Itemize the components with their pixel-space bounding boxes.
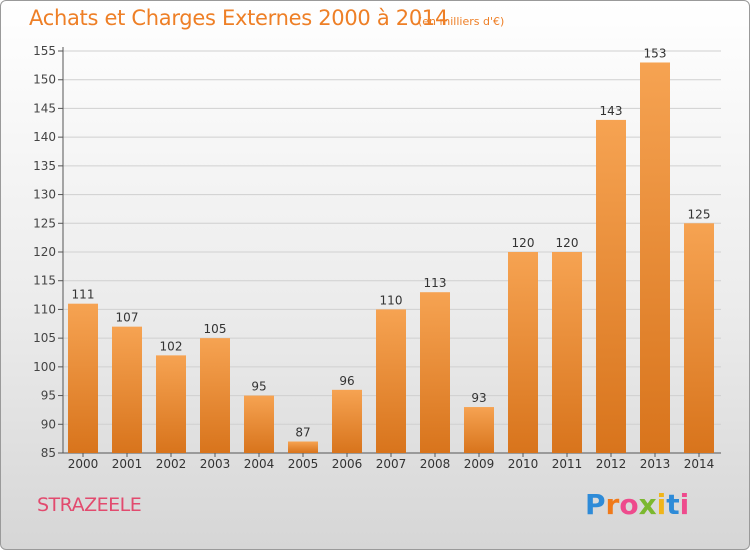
- y-tick-label: 140: [33, 130, 56, 144]
- bar: [420, 292, 450, 453]
- data-label: 107: [116, 311, 139, 325]
- x-tick-label: 2009: [464, 457, 495, 471]
- bar: [640, 62, 670, 453]
- y-tick-label: 90: [41, 417, 56, 431]
- logo-letter: o: [619, 488, 639, 521]
- data-label: 153: [644, 46, 667, 60]
- y-tick-label: 145: [33, 101, 56, 115]
- bar: [244, 395, 274, 453]
- bar: [156, 355, 186, 453]
- y-tick-label: 100: [33, 360, 56, 374]
- data-label: 102: [160, 339, 183, 353]
- x-tick-label: 2007: [376, 457, 407, 471]
- x-tick-label: 2008: [420, 457, 451, 471]
- x-tick-label: 2004: [244, 457, 275, 471]
- x-tick-label: 2001: [112, 457, 143, 471]
- logo-letter: r: [605, 488, 620, 521]
- data-label: 120: [512, 236, 535, 250]
- data-label: 96: [339, 374, 354, 388]
- bar: [288, 441, 318, 453]
- data-label: 93: [471, 391, 486, 405]
- logo-letter: i: [679, 488, 690, 521]
- x-tick-label: 2014: [684, 457, 715, 471]
- y-tick-label: 130: [33, 188, 56, 202]
- bar: [376, 309, 406, 453]
- x-tick-label: 2005: [288, 457, 319, 471]
- data-label: 87: [295, 426, 310, 440]
- bar: [596, 119, 626, 454]
- bar: [112, 326, 142, 453]
- bar: [200, 338, 230, 453]
- y-tick-label: 150: [33, 73, 56, 87]
- x-tick-label: 2003: [200, 457, 231, 471]
- bar: [508, 252, 538, 453]
- chart-title: Achats et Charges Externes 2000 à 2014: [29, 6, 449, 30]
- proxiti-logo: Proxiti: [585, 488, 689, 521]
- x-tick-label: 2000: [68, 457, 99, 471]
- bar: [684, 223, 714, 453]
- bar: [552, 252, 582, 453]
- y-tick-label: 110: [33, 302, 56, 316]
- data-label: 143: [600, 104, 623, 118]
- x-tick-label: 2006: [332, 457, 363, 471]
- data-label: 111: [72, 288, 95, 302]
- x-tick-label: 2002: [156, 457, 187, 471]
- bar: [68, 303, 98, 453]
- bar: [464, 407, 494, 453]
- y-tick-label: 135: [33, 159, 56, 173]
- y-tick-label: 125: [33, 216, 56, 230]
- data-label: 95: [251, 380, 266, 394]
- logo-letter: P: [585, 488, 606, 521]
- x-tick-label: 2012: [596, 457, 627, 471]
- town-name: STRAZEELE: [37, 494, 142, 516]
- data-label: 105: [204, 322, 227, 336]
- logo-letter: i: [656, 488, 667, 521]
- y-tick-label: 95: [41, 389, 56, 403]
- bar: [332, 389, 362, 453]
- x-tick-label: 2010: [508, 457, 539, 471]
- y-tick-label: 105: [33, 331, 56, 345]
- logo-letter: x: [638, 488, 657, 521]
- chart-subtitle: (en milliers d'€): [418, 15, 505, 28]
- y-tick-label: 155: [33, 44, 56, 58]
- data-label: 113: [424, 276, 447, 290]
- data-label: 110: [380, 293, 403, 307]
- x-tick-label: 2013: [640, 457, 671, 471]
- x-tick-label: 2011: [552, 457, 583, 471]
- logo-letter: t: [666, 488, 680, 521]
- data-label: 125: [688, 207, 711, 221]
- y-tick-label: 120: [33, 245, 56, 259]
- data-label: 120: [556, 236, 579, 250]
- y-tick-label: 85: [41, 446, 56, 460]
- y-tick-label: 115: [33, 274, 56, 288]
